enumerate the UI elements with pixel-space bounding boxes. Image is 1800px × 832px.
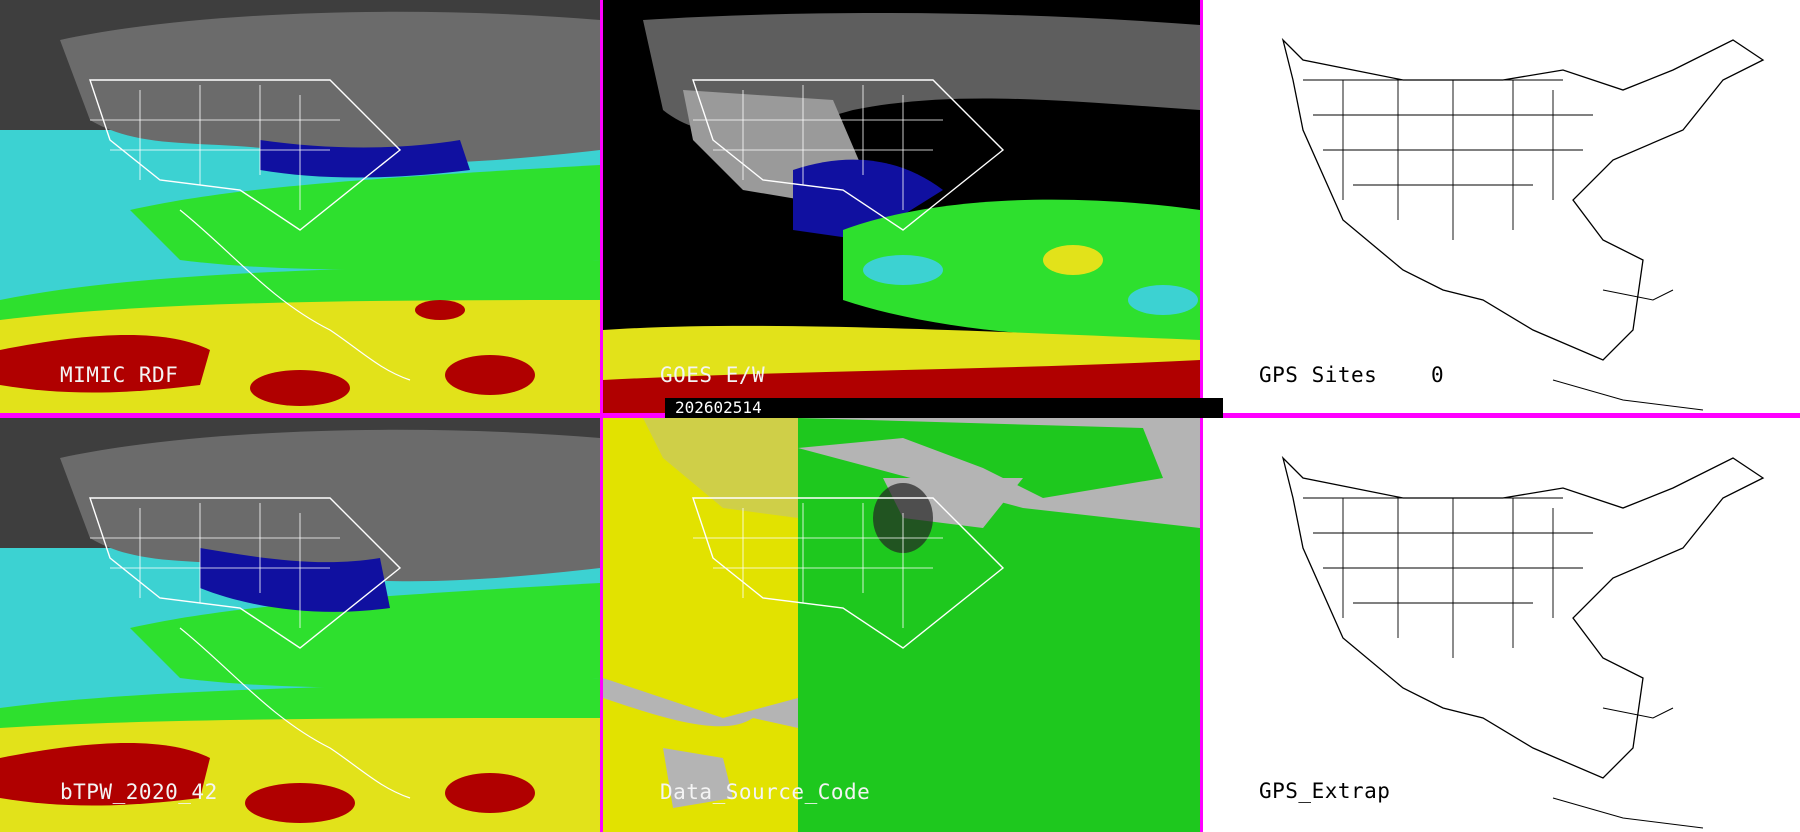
mimic-rdf-map: [0, 0, 600, 413]
gps-sites-map: [1203, 0, 1800, 413]
panel-btpw: bTPW_2020_42: [0, 418, 600, 832]
panel-gps-sites: GPS Sites 0: [1203, 0, 1800, 413]
btpw-map: [0, 418, 600, 832]
goes-ew-map: [603, 0, 1200, 413]
panel-label: MIMIC RDF: [60, 363, 179, 387]
panel-mimic-rdf: MIMIC RDF: [0, 0, 600, 413]
timestamp-bar: 202602514: [665, 398, 1223, 418]
panel-label: GPS Sites: [1259, 363, 1378, 387]
gps-sites-count: 0: [1431, 363, 1445, 387]
panel-label: Data_Source_Code: [660, 780, 871, 804]
data-source-map: [603, 418, 1200, 832]
gps-extrap-map: [1203, 418, 1800, 832]
panel-label: GPS_Extrap: [1259, 779, 1391, 803]
panel-label: bTPW_2020_42: [60, 780, 218, 804]
panel-goes-ew: GOES E/W: [603, 0, 1200, 413]
panel-data-source-code: Data_Source_Code: [603, 418, 1200, 832]
panel-gps-extrap: GPS_Extrap: [1203, 418, 1800, 832]
panel-label: GOES E/W: [660, 363, 766, 387]
